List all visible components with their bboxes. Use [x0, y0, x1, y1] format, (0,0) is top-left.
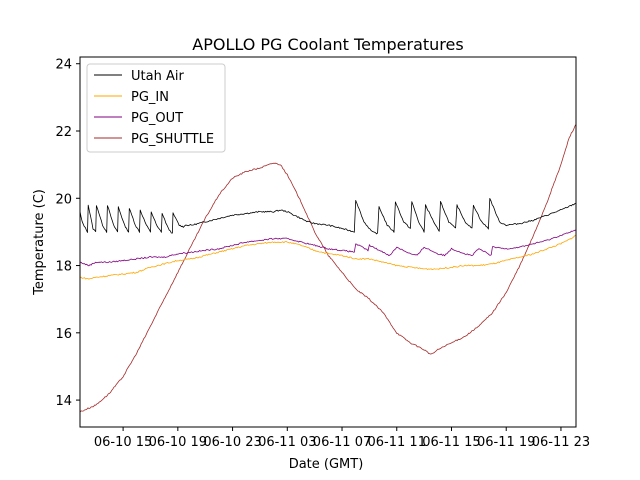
x-tick-label: 06-11 19	[477, 435, 535, 450]
y-tick-label: 24	[55, 58, 72, 73]
legend-label: PG_SHUTTLE	[131, 132, 214, 147]
y-tick-label: 22	[55, 125, 72, 140]
x-axis-label: Date (GMT)	[289, 457, 364, 472]
legend-box	[86, 63, 226, 153]
series-line-pg-out	[79, 229, 576, 267]
y-tick-label: 20	[55, 192, 72, 207]
legend-label: Utah Air	[131, 69, 184, 84]
legend-label: PG_OUT	[131, 111, 183, 126]
chart-title: APOLLO PG Coolant Temperatures	[192, 35, 463, 54]
y-axis-label: Temperature (C)	[32, 189, 47, 296]
y-tick-label: 14	[55, 394, 72, 409]
series-layer	[79, 124, 577, 413]
x-tick-label: 06-10 19	[149, 435, 207, 450]
y-tick-label: 18	[55, 260, 72, 275]
x-tick-label: 06-11 07	[313, 435, 371, 450]
series-line-pg-shuttle	[79, 124, 577, 413]
plot-frame	[79, 56, 577, 428]
x-tick-label: 06-10 23	[203, 435, 261, 450]
x-tick-label: 06-11 11	[368, 435, 426, 450]
legend-label: PG_IN	[131, 90, 169, 105]
x-tick-label: 06-10 15	[94, 435, 152, 450]
y-axis: 14 16 18 20 22 24	[55, 58, 80, 409]
series-line-pg-in	[79, 234, 577, 280]
y-tick-label: 16	[55, 327, 72, 342]
x-tick-label: 06-11 23	[532, 435, 590, 450]
x-tick-label: 06-11 03	[258, 435, 316, 450]
x-tick-label: 06-11 15	[422, 435, 480, 450]
series-line-utah-air	[79, 197, 577, 235]
legend: Utah Air PG_IN PG_OUT PG_SHUTTLE	[86, 63, 226, 153]
